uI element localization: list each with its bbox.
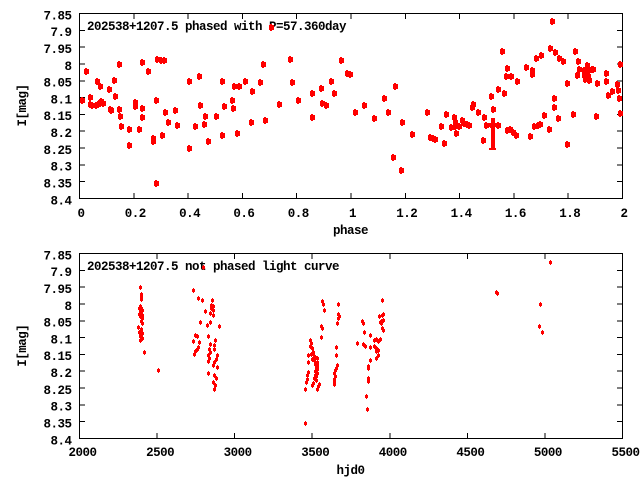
svg-text:2500: 2500 (146, 446, 174, 460)
svg-text:1: 1 (349, 207, 356, 221)
svg-text:8.35: 8.35 (43, 178, 71, 192)
svg-text:202538+1207.5 not phased light: 202538+1207.5 not phased light curve (87, 260, 339, 274)
svg-text:8.1: 8.1 (50, 93, 71, 107)
svg-text:1.8: 1.8 (559, 207, 580, 221)
svg-text:8.2: 8.2 (50, 367, 71, 381)
svg-text:1.2: 1.2 (396, 207, 417, 221)
svg-text:8.1: 8.1 (50, 333, 71, 347)
svg-text:7.85: 7.85 (43, 9, 71, 23)
svg-text:0.4: 0.4 (179, 207, 201, 221)
svg-text:8.35: 8.35 (43, 418, 71, 432)
svg-text:7.95: 7.95 (43, 43, 71, 57)
svg-text:I[mag]: I[mag] (16, 325, 30, 367)
svg-text:8.25: 8.25 (43, 384, 71, 398)
svg-text:2000: 2000 (68, 446, 96, 460)
svg-text:8.4: 8.4 (50, 194, 72, 208)
svg-text:8: 8 (64, 60, 71, 74)
svg-text:7.9: 7.9 (50, 26, 71, 40)
svg-text:8.3: 8.3 (50, 401, 71, 415)
svg-text:1.4: 1.4 (451, 207, 473, 221)
svg-text:hjd0: hjd0 (336, 464, 364, 478)
svg-text:0.6: 0.6 (233, 207, 254, 221)
svg-text:8.05: 8.05 (43, 77, 71, 91)
svg-text:7.85: 7.85 (43, 249, 71, 263)
svg-text:4500: 4500 (456, 446, 484, 460)
svg-text:2: 2 (620, 207, 627, 221)
svg-text:8.25: 8.25 (43, 144, 71, 158)
svg-text:5500: 5500 (611, 446, 639, 460)
svg-text:4000: 4000 (379, 446, 407, 460)
svg-text:5000: 5000 (534, 446, 562, 460)
svg-text:0.2: 0.2 (125, 207, 146, 221)
svg-text:I[mag]: I[mag] (16, 84, 30, 126)
svg-text:8.2: 8.2 (50, 127, 71, 141)
svg-text:8.4: 8.4 (50, 434, 72, 448)
svg-text:8.15: 8.15 (43, 110, 71, 124)
svg-text:3500: 3500 (301, 446, 329, 460)
svg-text:3000: 3000 (224, 446, 252, 460)
svg-text:0.8: 0.8 (288, 207, 309, 221)
svg-text:7.9: 7.9 (50, 266, 71, 280)
svg-text:7.95: 7.95 (43, 283, 71, 297)
svg-text:8: 8 (64, 300, 71, 314)
svg-text:0: 0 (77, 207, 84, 221)
svg-text:phase: phase (333, 224, 368, 238)
svg-text:8.3: 8.3 (50, 161, 71, 175)
svg-text:8.15: 8.15 (43, 350, 71, 364)
svg-text:202538+1207.5 phased with P=57: 202538+1207.5 phased with P=57.360day (87, 20, 347, 34)
svg-text:8.05: 8.05 (43, 317, 71, 331)
svg-text:1.6: 1.6 (505, 207, 526, 221)
